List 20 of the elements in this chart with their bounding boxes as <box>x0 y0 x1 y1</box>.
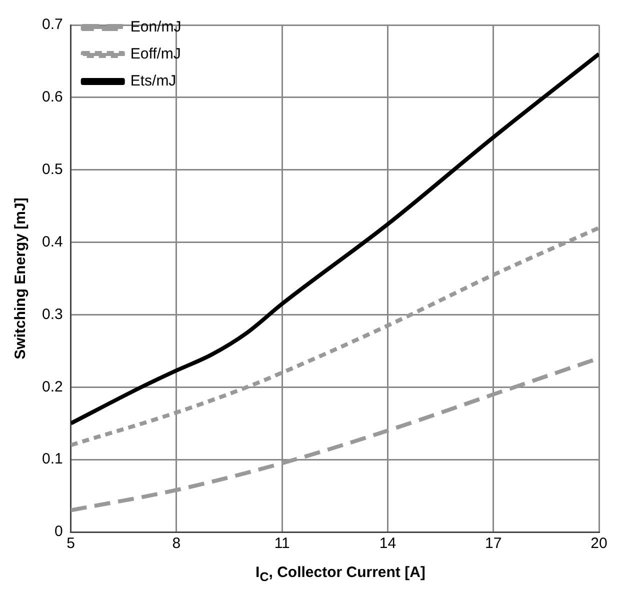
y-axis-title: Switching Energy [mJ] <box>12 198 30 360</box>
x-axis-title: I$_{C}$, Collector Current [A] <box>254 564 426 584</box>
x-tick-label: 17 <box>485 535 502 552</box>
legend-label: Ets/mJ <box>130 72 176 90</box>
y-tick-label: 0.7 <box>42 16 63 34</box>
x-tick-label: 20 <box>590 535 608 552</box>
y-tick-label: 0 <box>54 523 63 540</box>
x-tick-label: 14 <box>379 535 396 552</box>
y-tick-label: 0.4 <box>42 233 63 250</box>
line-series <box>70 226 599 448</box>
legend-label: Eon/mJ <box>130 18 182 36</box>
x-tick-label: 11 <box>274 535 290 552</box>
legend-label: Eoff/mJ <box>130 46 181 63</box>
x-tick-label: 5 <box>66 535 76 552</box>
y-tick-label: 0.3 <box>42 306 63 323</box>
y-tick-label: 0.2 <box>42 378 63 396</box>
x-tick-label: 8 <box>172 535 181 552</box>
y-tick-label: 0.5 <box>42 161 63 178</box>
y-tick-label: 0.1 <box>42 450 63 468</box>
y-tick-label: 0.6 <box>42 88 63 106</box>
